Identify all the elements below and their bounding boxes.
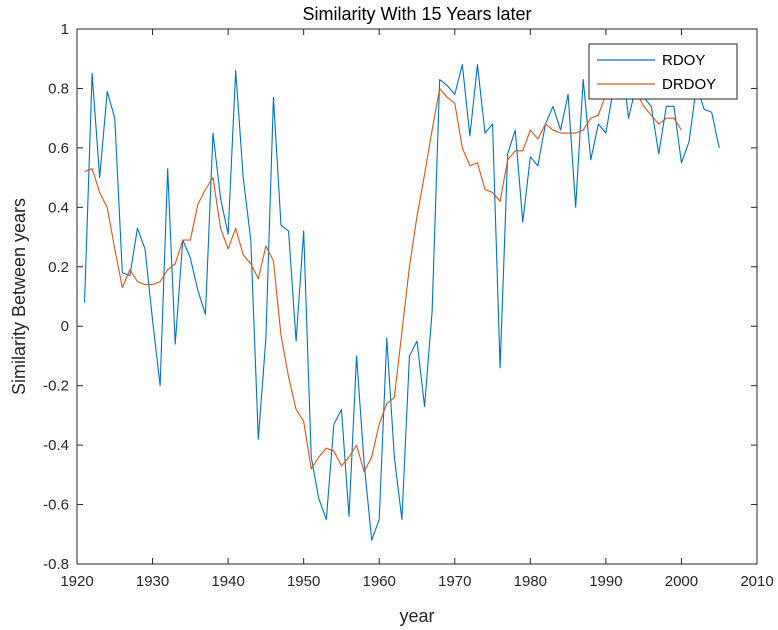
x-tick-label: 1950 (287, 573, 320, 590)
x-tick-label: 1940 (211, 573, 244, 590)
x-tick-label: 2000 (665, 573, 698, 590)
x-tick-label: 1960 (363, 573, 396, 590)
y-tick-label: -0.8 (43, 556, 69, 573)
y-tick-label: 0 (61, 318, 69, 335)
y-tick-label: 0.4 (48, 199, 69, 216)
x-axis: 1920 1930 1940 1950 1960 1970 1980 1990 2000 2010 (60, 29, 774, 590)
y-axis: -0.8 -0.6 -0.4 -0.2 0 0.2 0.4 0.6 0.8 1 (43, 21, 757, 573)
y-tick-label: 0.6 (48, 140, 69, 157)
y-tick-label: 1 (61, 21, 69, 38)
y-tick-label: -0.6 (43, 497, 69, 514)
x-tick-label: 1980 (514, 573, 547, 590)
y-tick-label: -0.4 (43, 437, 69, 454)
y-axis-title: Similarity Between years (9, 198, 29, 395)
x-tick-label: 1930 (136, 573, 169, 590)
legend: RDOY DRDOY (588, 43, 738, 100)
chart-title: Similarity With 15 Years later (302, 4, 531, 24)
legend-label-rdoy: RDOY (662, 52, 705, 69)
y-tick-label: 0.2 (48, 259, 69, 276)
legend-label-drdoy: DRDOY (662, 76, 716, 93)
series-line-drdoy (84, 81, 682, 473)
x-tick-label: 1990 (589, 573, 622, 590)
y-tick-label: 0.8 (48, 80, 69, 97)
x-tick-label: 1920 (60, 573, 93, 590)
legend-box (588, 43, 738, 100)
x-tick-label: 2010 (740, 573, 773, 590)
x-tick-label: 1970 (438, 573, 471, 590)
y-tick-label: -0.2 (43, 378, 69, 395)
x-axis-title: year (399, 606, 434, 626)
plot-area (76, 28, 758, 565)
